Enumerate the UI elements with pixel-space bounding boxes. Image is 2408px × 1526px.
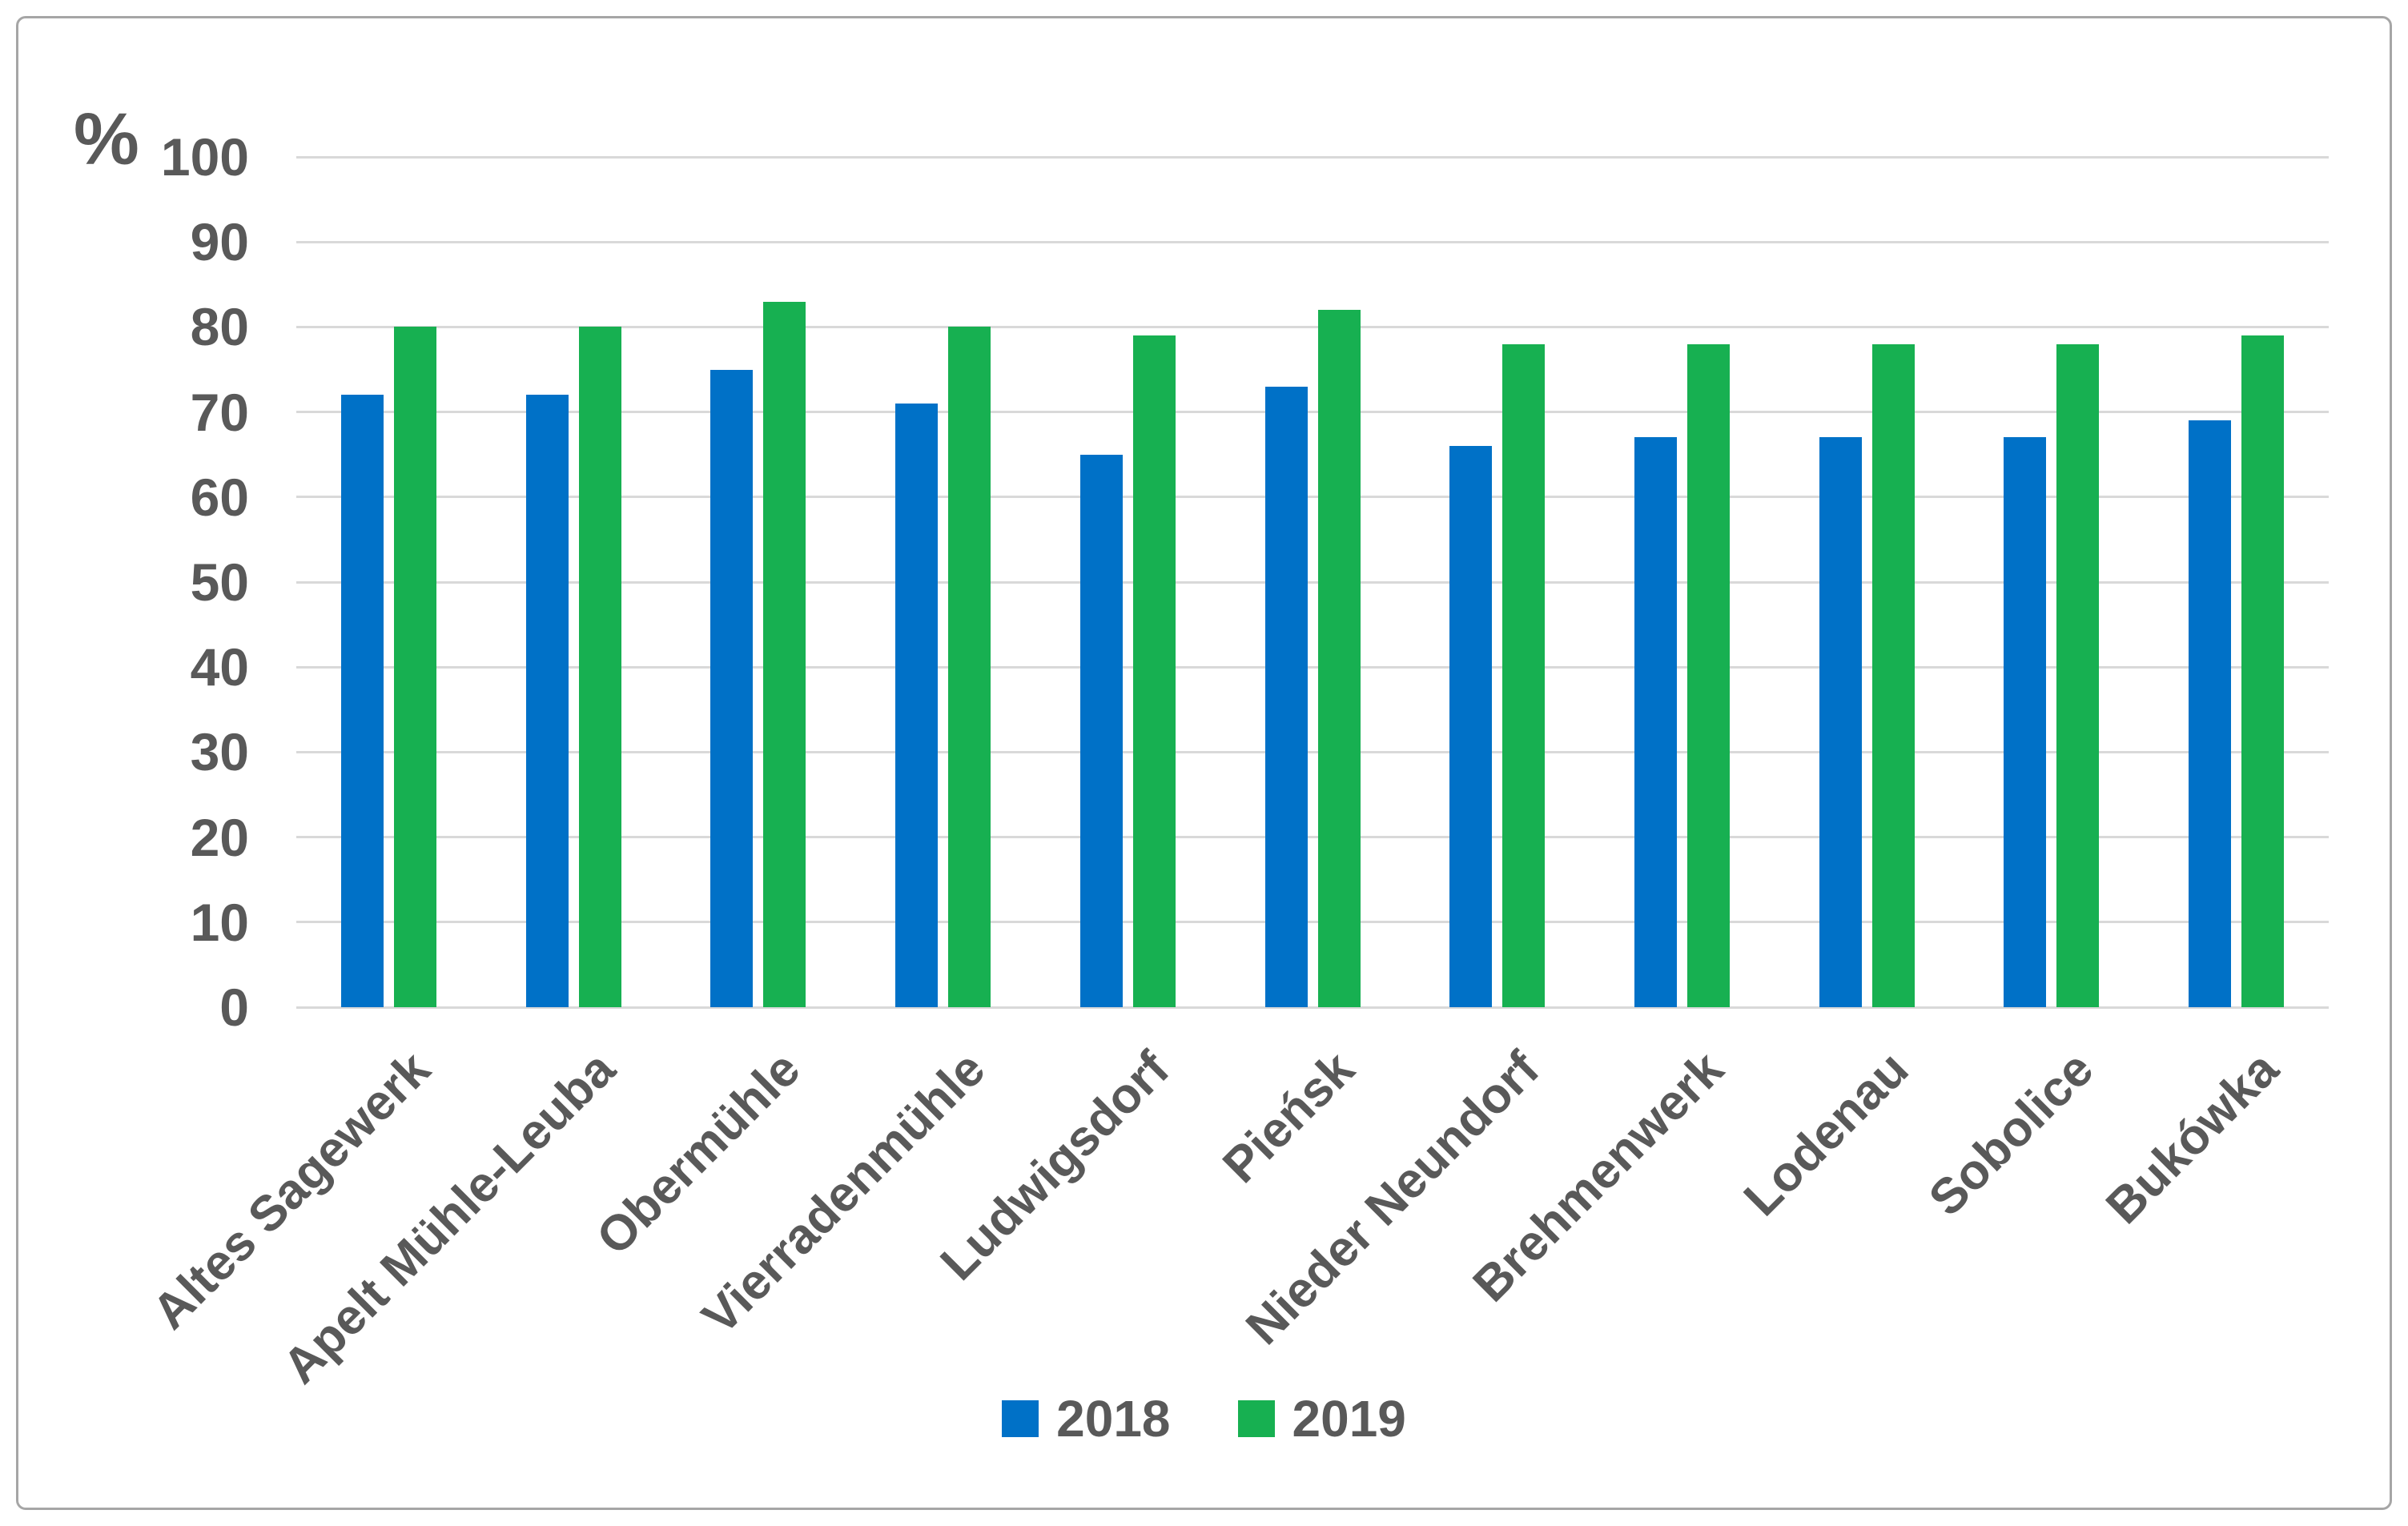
gridline-50 xyxy=(296,580,2329,584)
gridline-0 xyxy=(296,1006,2329,1009)
bar-2019-altes-sagewerk xyxy=(393,327,436,1007)
y-tick-label-30: 30 xyxy=(190,722,249,782)
bar-2018-sobolice xyxy=(2004,437,2047,1007)
gridline-70 xyxy=(296,411,2329,414)
legend: 2018 2019 xyxy=(0,1393,2408,1444)
bar-2018-nieder-neundorf xyxy=(1449,446,1493,1007)
legend-label-2018: 2018 xyxy=(1056,1390,1171,1448)
bar-2018-ludwigsdorf xyxy=(1079,454,1123,1007)
bar-2018-oberm-hle xyxy=(710,369,754,1007)
bar-2019-pie-sk xyxy=(1317,310,1361,1007)
legend-swatch-2019 xyxy=(1237,1400,1275,1437)
gridline-60 xyxy=(296,496,2329,499)
legend-item-2018: 2018 xyxy=(1002,1390,1171,1448)
bar-2019-lodenau xyxy=(1871,343,1915,1007)
y-axis-unit-label: % xyxy=(74,98,139,180)
bar-2019-vierradenm-hle xyxy=(948,327,991,1007)
y-tick-label-0: 0 xyxy=(219,978,249,1037)
bar-2018-apelt-m-hle-leuba xyxy=(525,395,569,1007)
gridline-40 xyxy=(296,665,2329,669)
bar-2018-lodenau xyxy=(1819,437,1862,1007)
bar-2019-brehmenwerk xyxy=(1686,343,1730,1007)
gridline-20 xyxy=(296,836,2329,839)
y-tick-label-90: 90 xyxy=(190,212,249,272)
legend-item-2019: 2019 xyxy=(1237,1390,1406,1448)
bar-2019-nieder-neundorf xyxy=(1502,343,1546,1007)
bar-2019-buk-wka xyxy=(2241,335,2285,1007)
bar-2019-sobolice xyxy=(2056,343,2100,1007)
bar-2018-buk-wka xyxy=(2189,420,2232,1007)
bar-2019-oberm-hle xyxy=(763,301,806,1007)
gridline-10 xyxy=(296,921,2329,924)
bar-2018-vierradenm-hle xyxy=(895,403,939,1007)
y-tick-label-40: 40 xyxy=(190,637,249,697)
bar-2018-altes-sagewerk xyxy=(340,395,384,1007)
y-tick-label-50: 50 xyxy=(190,552,249,612)
legend-swatch-2018 xyxy=(1002,1400,1039,1437)
gridline-80 xyxy=(296,325,2329,328)
y-tick-label-70: 70 xyxy=(190,382,249,442)
bar-2019-apelt-m-hle-leuba xyxy=(578,327,621,1007)
legend-label-2019: 2019 xyxy=(1292,1390,1406,1448)
y-tick-label-10: 10 xyxy=(190,892,249,952)
y-tick-label-100: 100 xyxy=(160,127,249,187)
bar-2018-pie-sk xyxy=(1264,386,1308,1007)
y-tick-label-20: 20 xyxy=(190,807,249,867)
bar-2018-brehmenwerk xyxy=(1634,437,1677,1007)
y-tick-label-80: 80 xyxy=(190,297,249,357)
gridline-90 xyxy=(296,240,2329,243)
y-tick-label-60: 60 xyxy=(190,467,249,527)
bar-2019-ludwigsdorf xyxy=(1132,335,1176,1007)
gridline-30 xyxy=(296,750,2329,753)
gridline-100 xyxy=(296,155,2329,159)
